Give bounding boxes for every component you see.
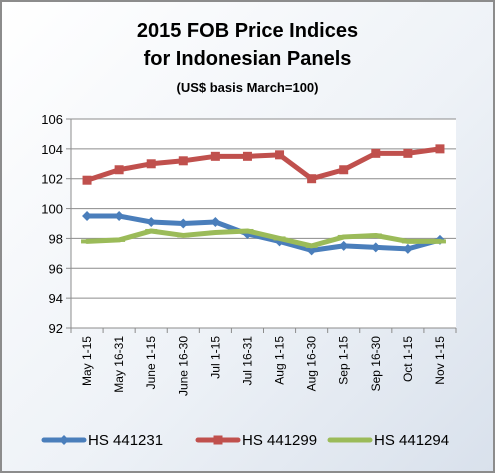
data-point xyxy=(177,233,190,238)
data-point xyxy=(371,148,381,158)
data-point xyxy=(433,239,446,244)
x-tick-label: Nov 1-15 xyxy=(433,336,447,385)
data-point xyxy=(307,174,317,184)
legend-marker xyxy=(344,438,356,442)
chart-title-line2: for Indonesian Panels xyxy=(143,48,352,70)
y-tick-label: 100 xyxy=(41,202,63,217)
x-tick-label: Aug 1-15 xyxy=(273,336,287,385)
legend-marker xyxy=(59,435,69,445)
legend-label: HS 441294 xyxy=(374,432,449,449)
series-line xyxy=(84,146,443,183)
data-point xyxy=(146,159,156,169)
data-point xyxy=(337,234,350,239)
x-tick-label: June 1-15 xyxy=(144,336,158,390)
chart-subtitle: (US$ basis March=100) xyxy=(176,80,319,95)
x-tick-label: Oct 1-15 xyxy=(401,336,415,382)
data-point xyxy=(435,144,445,154)
data-point xyxy=(403,148,413,158)
x-tick-label: May 16-31 xyxy=(112,336,126,393)
x-tick-label: Jul 16-31 xyxy=(240,336,254,386)
y-tick-label: 92 xyxy=(49,321,63,336)
data-point xyxy=(82,211,93,222)
x-tick-label: May 1-15 xyxy=(80,336,94,386)
data-point xyxy=(146,217,157,228)
legend-label: HS 441231 xyxy=(88,432,163,449)
x-tick-label: June 16-30 xyxy=(176,336,190,396)
data-point xyxy=(210,151,220,161)
data-point xyxy=(114,165,124,175)
series-line xyxy=(84,213,443,253)
data-point xyxy=(370,242,381,253)
data-point xyxy=(402,243,413,254)
data-point xyxy=(209,230,222,235)
data-point xyxy=(339,165,349,175)
y-tick-label: 96 xyxy=(49,261,63,276)
legend-label: HS 441299 xyxy=(242,432,317,449)
x-tick-label: Aug 16-30 xyxy=(305,336,319,392)
data-point xyxy=(114,211,125,222)
data-point xyxy=(242,151,252,161)
x-tick-label: Jul 1-15 xyxy=(208,336,222,379)
data-point xyxy=(241,228,254,233)
data-point xyxy=(178,156,188,166)
x-tick-label: Sep 16-30 xyxy=(369,336,383,392)
chart-title: 2015 FOB Price Indices xyxy=(136,20,359,42)
data-point xyxy=(275,150,285,160)
y-tick-label: 98 xyxy=(49,231,63,246)
y-tick-label: 102 xyxy=(41,172,63,187)
y-tick-label: 104 xyxy=(41,142,63,157)
data-point xyxy=(81,239,94,244)
plot-area xyxy=(71,119,456,328)
data-point xyxy=(210,217,221,228)
data-point xyxy=(369,233,382,238)
x-tick-label: Sep 1-15 xyxy=(337,336,351,385)
data-point xyxy=(145,228,158,233)
y-tick-label: 94 xyxy=(49,291,63,306)
data-point xyxy=(273,236,286,241)
y-tick-label: 106 xyxy=(41,112,63,127)
data-point xyxy=(178,218,189,229)
data-point xyxy=(305,243,318,248)
legend-marker xyxy=(213,435,223,445)
data-point xyxy=(82,175,92,185)
data-point xyxy=(401,239,414,244)
data-point xyxy=(338,240,349,251)
data-point xyxy=(113,237,126,242)
